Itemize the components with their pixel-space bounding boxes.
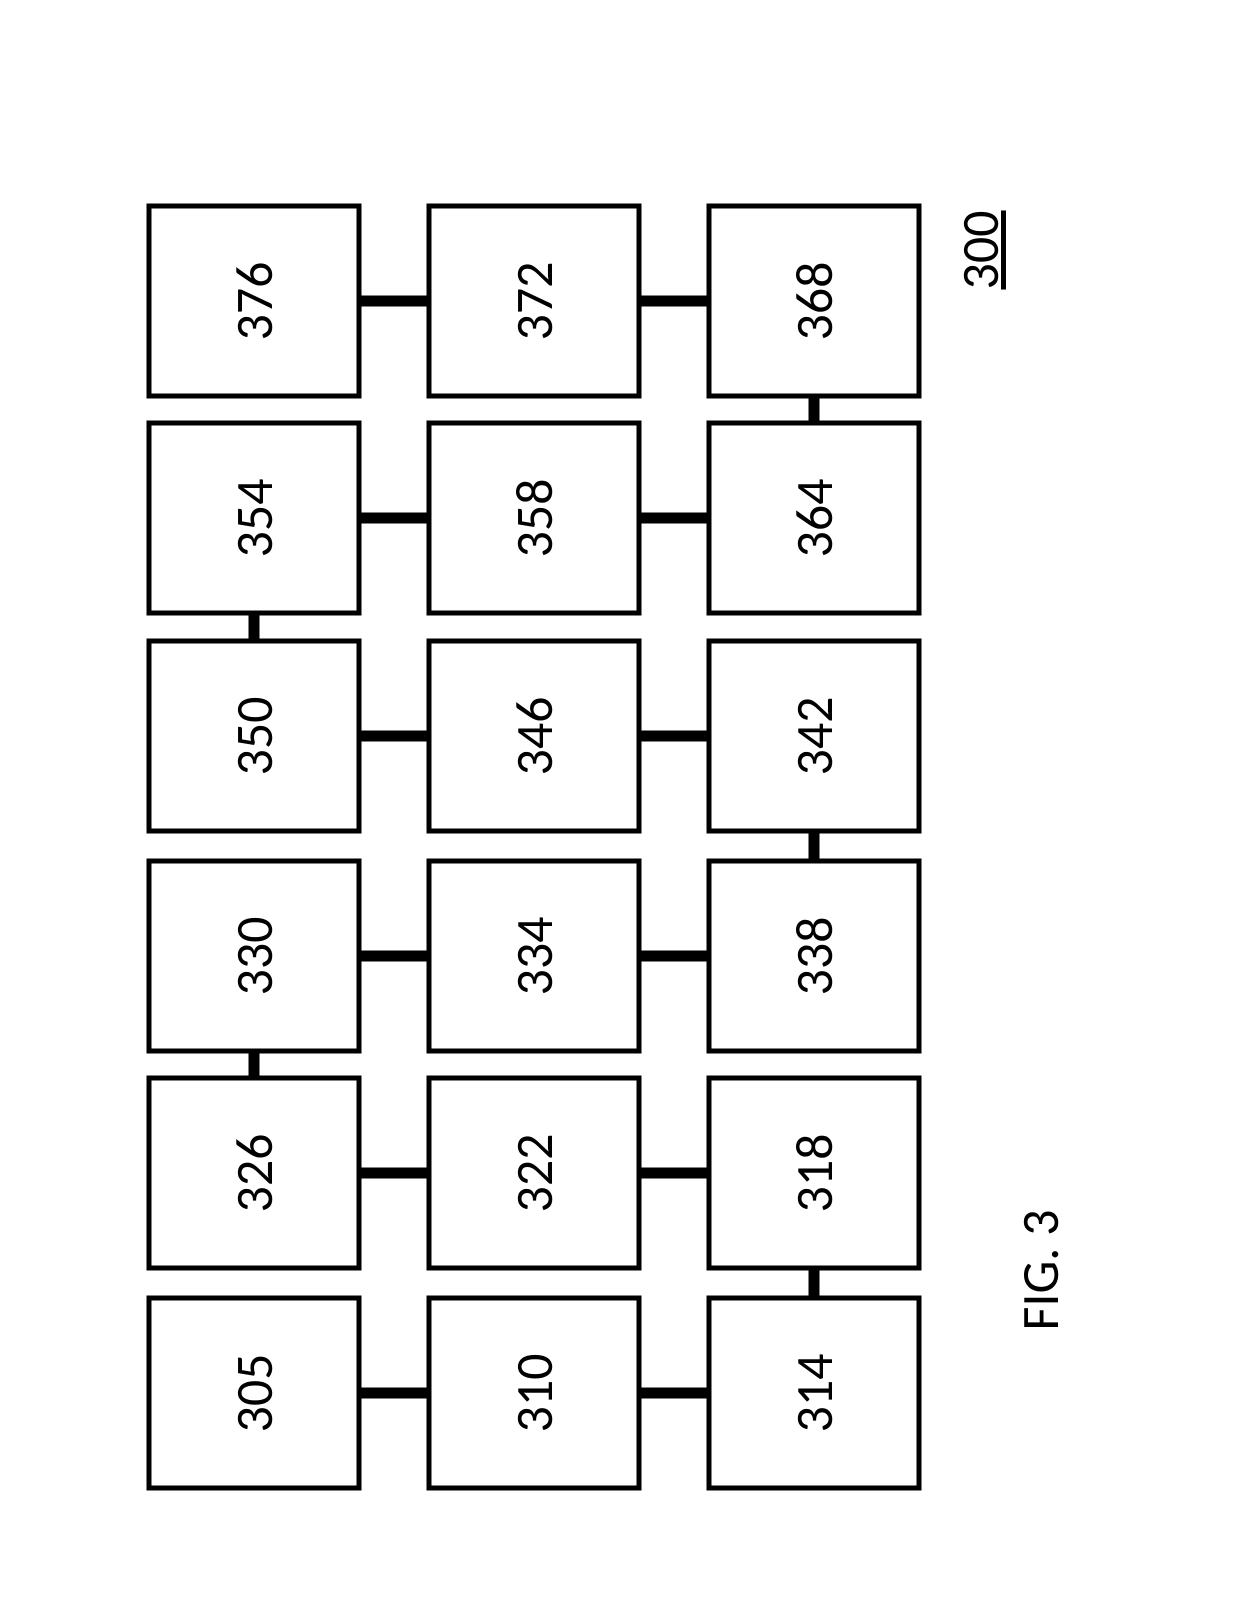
node-label-350: 350 <box>222 696 286 775</box>
node-label-364: 364 <box>782 478 846 557</box>
node-label-305: 305 <box>222 1353 286 1432</box>
node-label-376: 376 <box>222 261 286 340</box>
node-label-346: 346 <box>502 696 566 775</box>
node-label-372: 372 <box>502 261 566 340</box>
node-label-330: 330 <box>222 916 286 995</box>
node-label-326: 326 <box>222 1133 286 1212</box>
node-label-338: 338 <box>782 916 846 995</box>
node-label-322: 322 <box>502 1133 566 1212</box>
node-label-334: 334 <box>502 916 566 995</box>
node-label-310: 310 <box>502 1353 566 1432</box>
node-label-368: 368 <box>782 261 846 340</box>
node-label-342: 342 <box>782 696 846 775</box>
diagram-canvas: 305 310 314 318 322 326 330 334 338 342 346 350 354 3… <box>0 0 1240 1624</box>
reference-label: 300 <box>948 210 1012 289</box>
node-label-354: 354 <box>222 478 286 557</box>
node-label-358: 358 <box>502 478 566 557</box>
diagram-svg <box>0 0 1240 1624</box>
figure-label: FIG. 3 <box>1008 1209 1072 1330</box>
node-label-318: 318 <box>782 1133 846 1212</box>
node-label-314: 314 <box>782 1353 846 1432</box>
